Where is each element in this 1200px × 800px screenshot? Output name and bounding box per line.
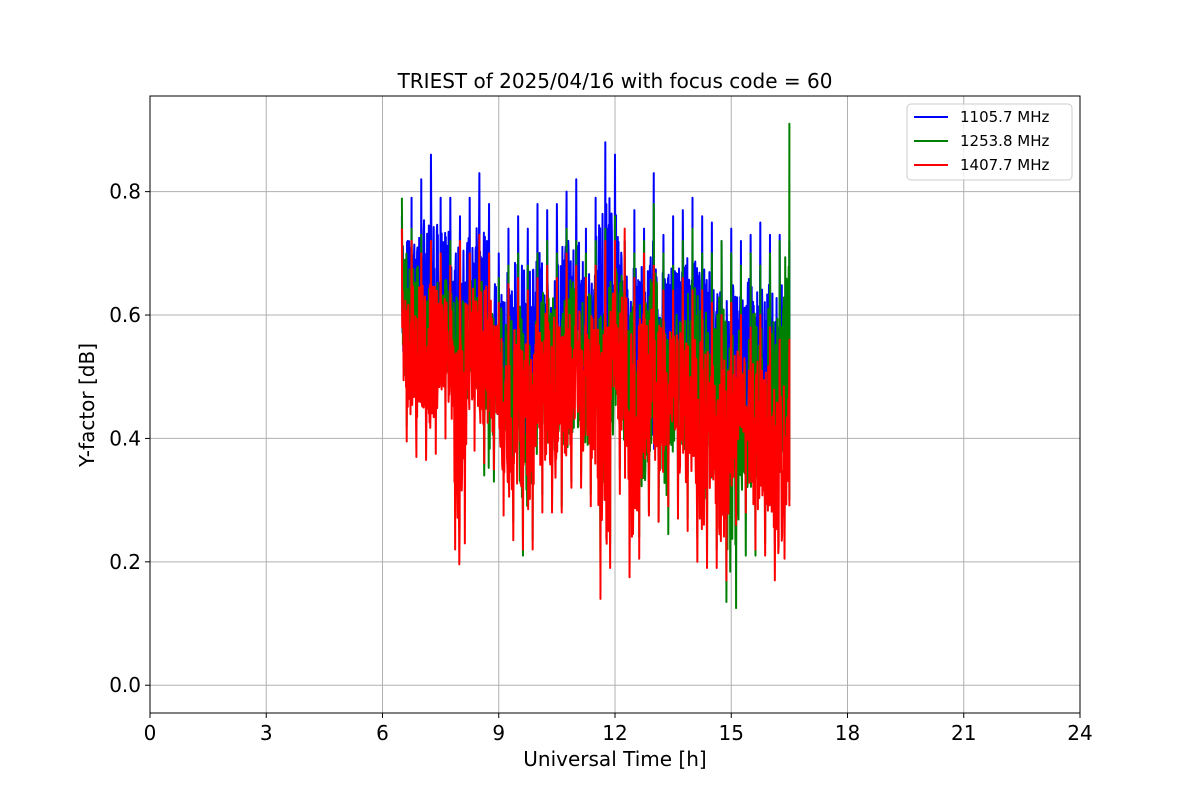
x-tick-label: 9 xyxy=(492,721,505,745)
y-axis-ticks: 0.0 0.2 0.4 0.6 0.8 xyxy=(109,180,150,697)
x-axis-label: Universal Time [h] xyxy=(523,747,706,771)
series-line xyxy=(400,227,791,600)
x-axis-ticks: 0 3 6 9 12 15 18 21 24 xyxy=(144,713,1093,745)
y-tick-label: 0.0 xyxy=(109,673,141,697)
legend: 1105.7 MHz 1253.8 MHz 1407.7 MHz xyxy=(906,103,1073,181)
x-tick-label: 15 xyxy=(719,721,744,745)
x-tick-label: 21 xyxy=(951,721,976,745)
legend-entry: 1253.8 MHz xyxy=(960,132,1049,150)
chart-title: TRIEST of 2025/04/16 with focus code = 6… xyxy=(397,69,833,93)
x-tick-label: 24 xyxy=(1067,721,1092,745)
x-tick-label: 18 xyxy=(835,721,860,745)
series-area xyxy=(400,122,791,610)
x-tick-label: 3 xyxy=(260,721,273,745)
y-tick-label: 0.8 xyxy=(109,180,141,204)
x-tick-label: 12 xyxy=(602,721,627,745)
y-tick-label: 0.2 xyxy=(109,550,141,574)
legend-entry: 1407.7 MHz xyxy=(960,156,1049,174)
x-tick-label: 6 xyxy=(376,721,389,745)
legend-entry: 1105.7 MHz xyxy=(960,108,1049,126)
y-tick-label: 0.6 xyxy=(109,303,141,327)
legend-box xyxy=(906,103,1073,181)
x-tick-label: 0 xyxy=(144,721,157,745)
y-axis-label: Y-factor [dB] xyxy=(75,343,99,468)
y-tick-label: 0.4 xyxy=(109,426,141,450)
